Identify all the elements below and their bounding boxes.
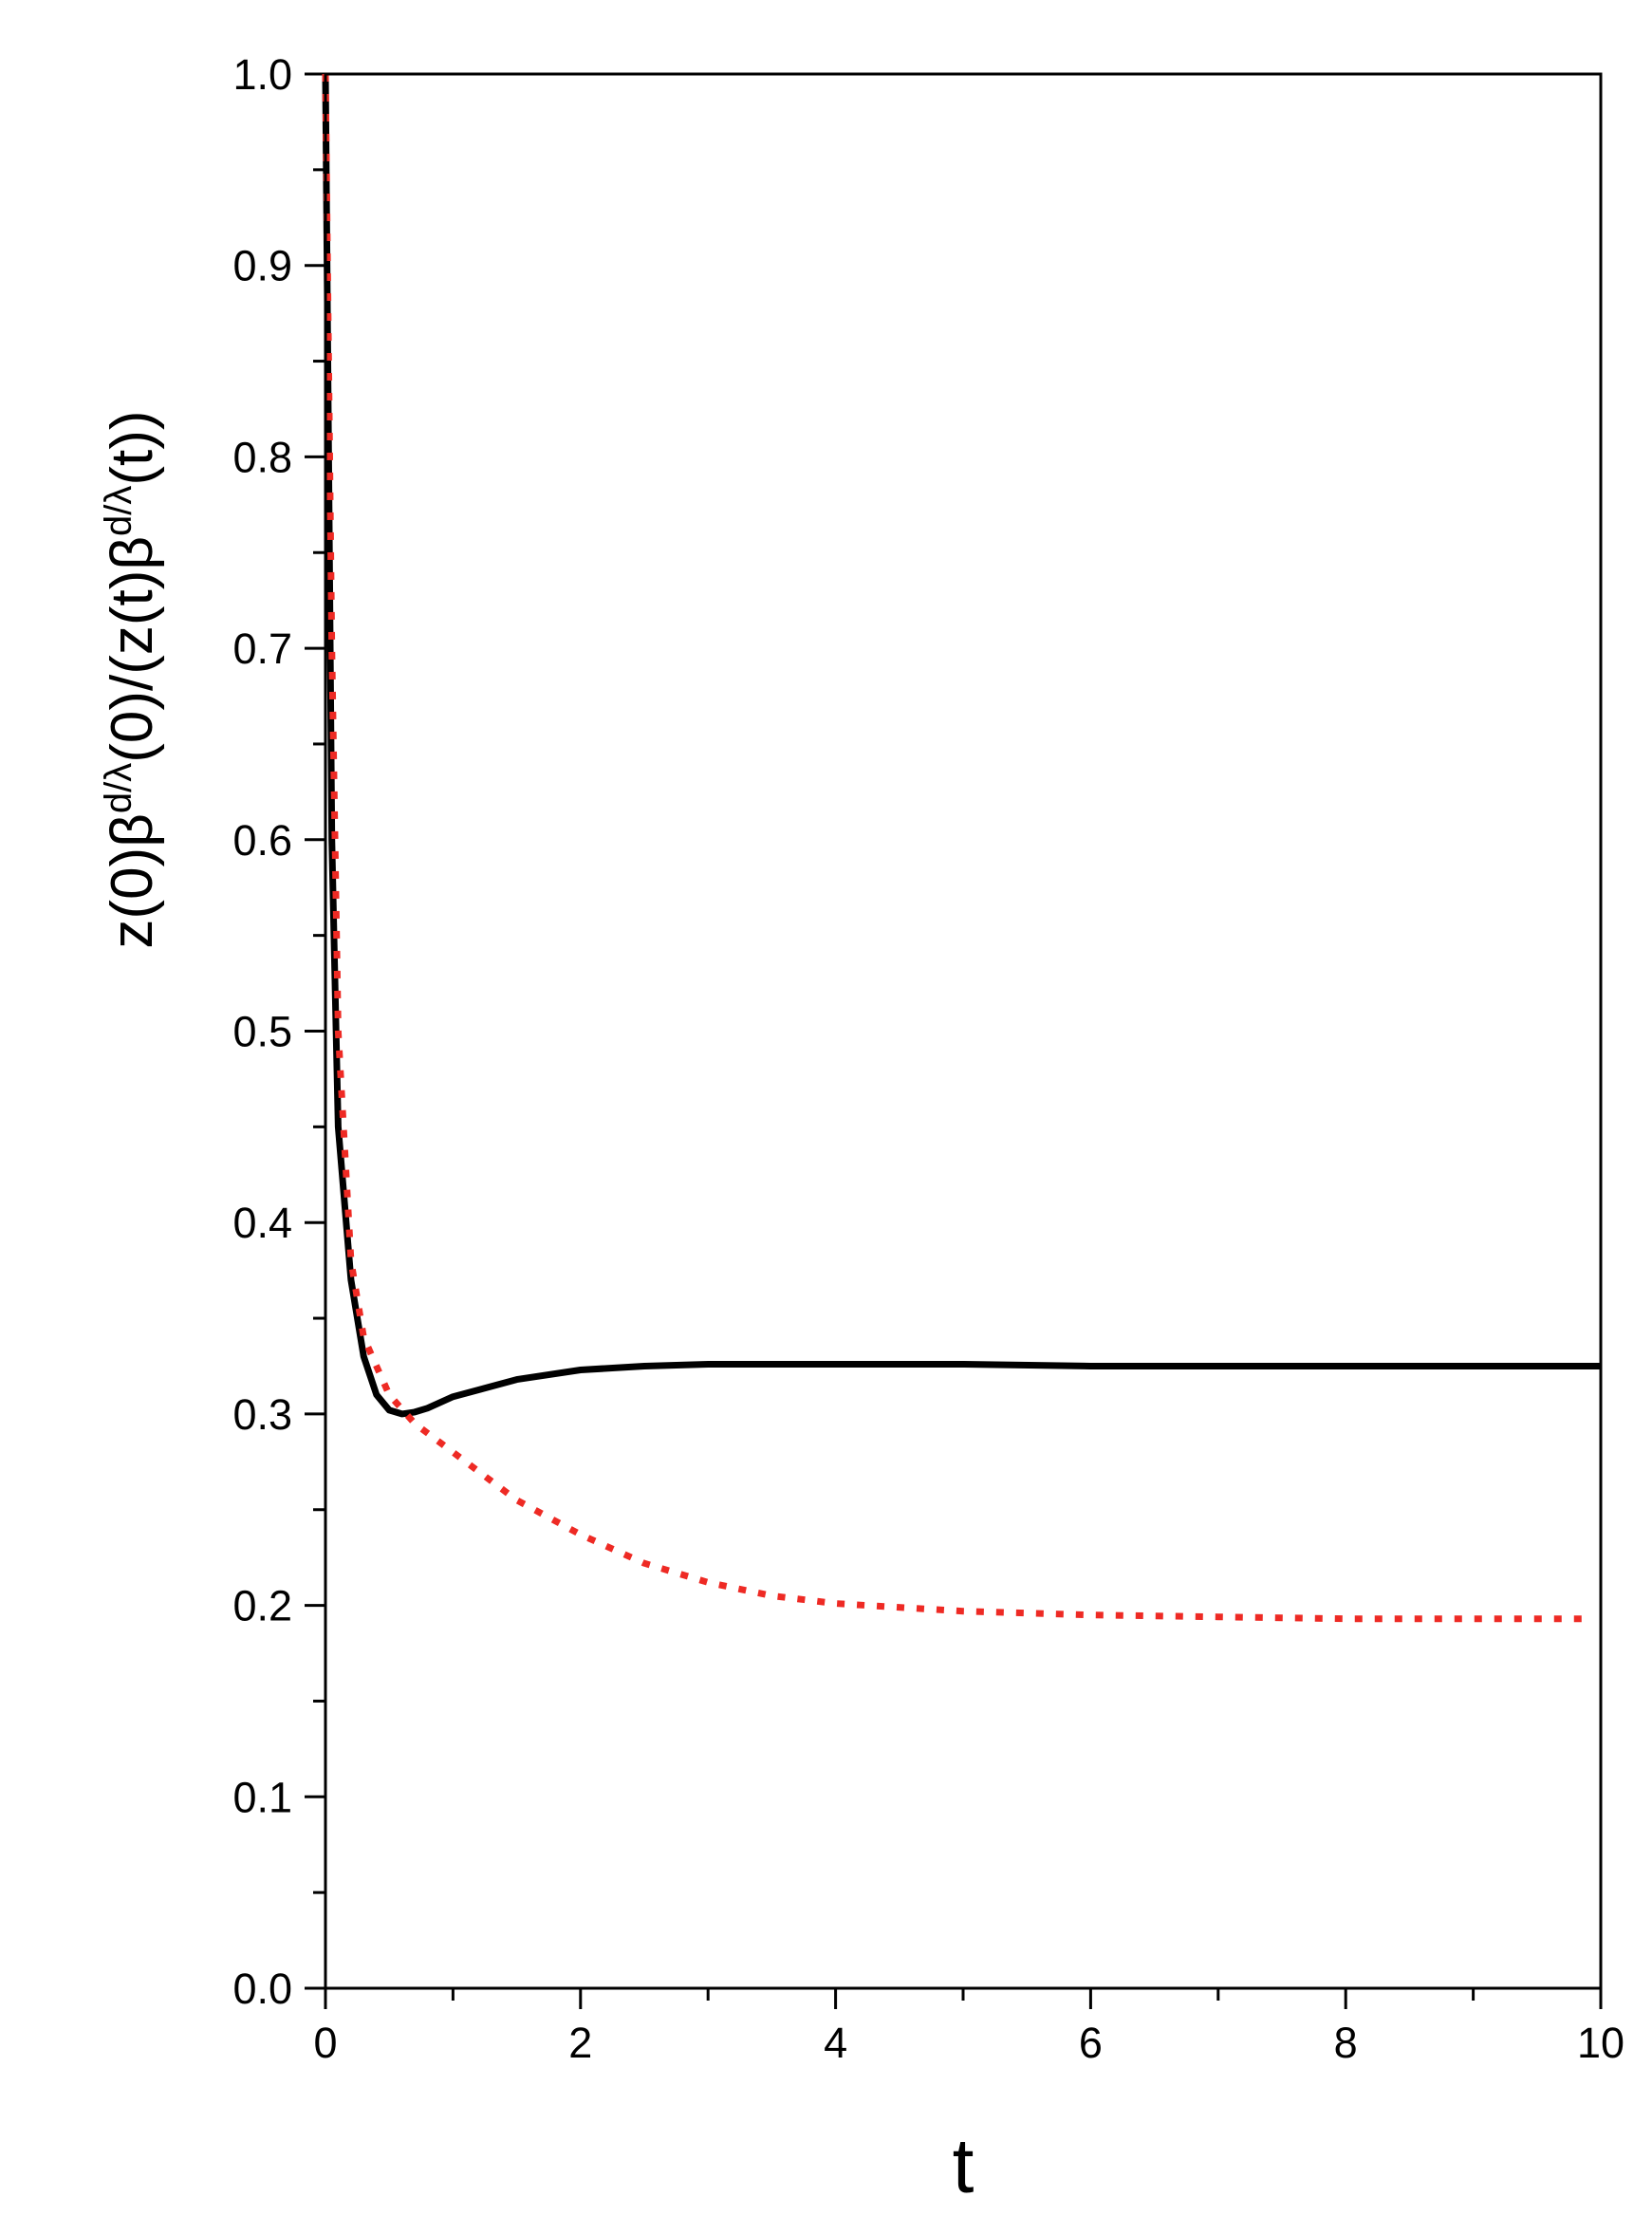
y-tick-label: 0.2 [232,1582,292,1630]
y-axis-label-part: d/λ [98,763,139,813]
x-tick-label: 10 [1577,2019,1624,2067]
y-tick-label: 0.3 [232,1390,292,1439]
y-tick-label: 0.9 [232,242,292,290]
x-tick-label: 8 [1334,2019,1358,2067]
y-axis-label-part: d/λ [98,486,139,536]
y-axis-label-part: (t)) [100,410,165,485]
x-axis-label: t [953,2123,974,2209]
y-tick-label: 0.0 [232,1965,292,2013]
x-tick-label: 0 [313,2019,337,2067]
series-line [322,73,1601,1418]
series-line [322,73,1588,1623]
y-tick-label: 0.6 [232,816,292,865]
y-tick-label: 1.0 [232,50,292,99]
y-axis-label: z(0)βd/λ(0)/(z(t)βd/λ(t)) [98,410,165,948]
y-tick-label: 0.5 [232,1008,292,1056]
y-axis-label-part: (0)/(z(t)β [100,536,165,763]
y-tick-label: 0.4 [232,1199,292,1247]
plot-frame [324,72,1603,1990]
x-tick-label: 4 [824,2019,847,2067]
x-tick-label: 6 [1079,2019,1103,2067]
y-tick-label: 0.1 [232,1773,292,1821]
x-tick-label: 2 [568,2019,592,2067]
y-tick-label: 0.8 [232,433,292,481]
y-tick-label: 0.7 [232,624,292,673]
y-axis-label-part: z(0)β [100,813,165,948]
